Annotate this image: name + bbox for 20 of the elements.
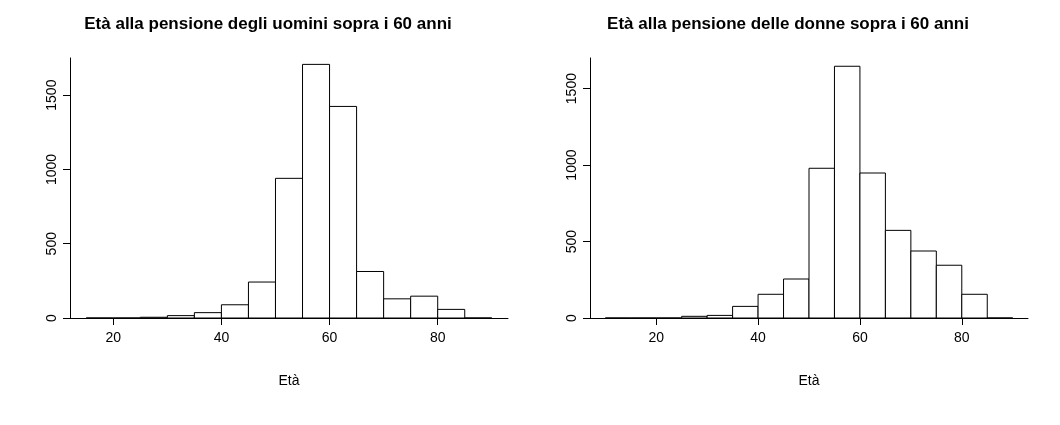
y-tick-label: 1000 <box>563 149 579 181</box>
x-tick-label: 60 <box>321 329 338 345</box>
x-tick-label: 20 <box>105 329 122 345</box>
y-tick-label: 0 <box>563 313 579 322</box>
y-tick-label: 500 <box>563 229 579 254</box>
x-tick-label: 20 <box>648 329 665 345</box>
x-axis-title: Età <box>798 372 820 388</box>
y-tick-label: 0 <box>43 313 59 322</box>
x-axis-title: Età <box>278 372 300 388</box>
y-tick-label: 1000 <box>43 153 59 186</box>
x-tick-label: 80 <box>954 329 970 345</box>
y-tick-label: 1500 <box>43 79 59 111</box>
chart-title: Età alla pensione degli uomini sopra i 60 anni <box>84 14 452 33</box>
x-tick-label: 80 <box>429 329 446 345</box>
y-tick-label: 1500 <box>563 72 579 105</box>
x-tick-label: 60 <box>852 329 868 345</box>
x-tick-label: 40 <box>750 329 767 345</box>
x-tick-label: 40 <box>213 329 230 345</box>
chart-title: Età alla pensione delle donne sopra i 60 anni <box>607 14 969 33</box>
y-tick-label: 500 <box>43 231 59 256</box>
